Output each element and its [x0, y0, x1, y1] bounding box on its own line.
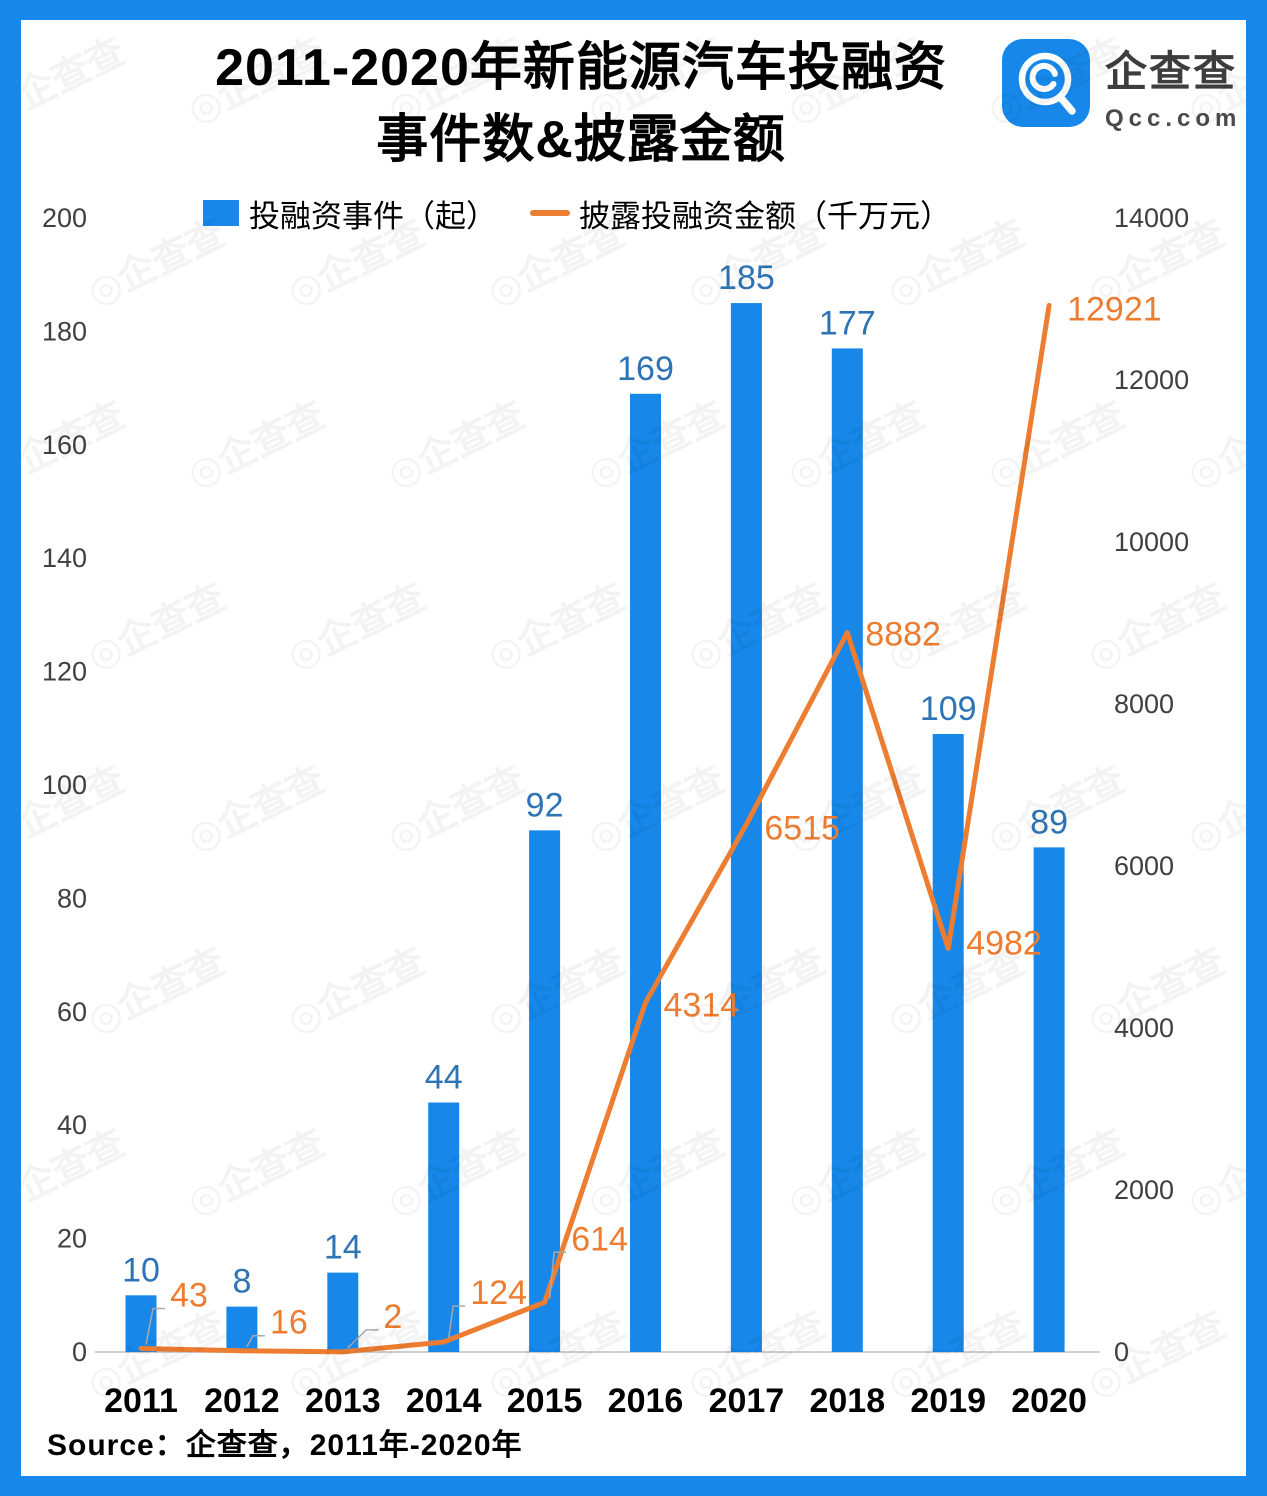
bar-value-label: 169	[617, 350, 674, 388]
line-value-label: 614	[571, 1220, 628, 1258]
x-axis-label: 2014	[406, 1382, 482, 1420]
bar-value-label: 10	[122, 1251, 160, 1289]
line-value-label: 6515	[764, 809, 840, 847]
label-leader-line	[145, 1307, 165, 1345]
amount-line	[138, 302, 1052, 1355]
legend-item-bars: 投融资事件（起）	[203, 196, 497, 234]
right-axis-tick: 14000	[1114, 203, 1189, 233]
label-leader-line	[447, 1305, 466, 1339]
qcc-logo-domain: Qcc.com	[1105, 105, 1242, 132]
bar-value-label: 44	[425, 1059, 463, 1097]
left-axis-tick: 140	[42, 543, 87, 573]
qcc-logo-name: 企查查	[1105, 48, 1238, 95]
x-axis-label: 2020	[1011, 1382, 1087, 1420]
line-value-label: 12921	[1067, 290, 1162, 328]
line-value-label: 4982	[966, 924, 1042, 962]
label-leader-line	[548, 1251, 567, 1299]
line-series-swatch-icon	[530, 210, 570, 216]
x-axis-label: 2012	[204, 1382, 280, 1420]
right-axis-tick: 6000	[1114, 851, 1174, 881]
right-axis-tick: 4000	[1114, 1013, 1174, 1043]
x-axis-label: 2019	[910, 1382, 986, 1420]
x-axis-label: 2011	[104, 1382, 178, 1420]
label-leader-line	[347, 1329, 379, 1349]
combo-chart: 0204060801001201401601802000200040006000…	[42, 203, 1189, 1420]
line-value-label: 4314	[664, 987, 740, 1025]
chart-title-line2: 事件数&披露金额	[376, 111, 786, 169]
right-axis-tick: 0	[1114, 1337, 1129, 1367]
bar-series-swatch-icon	[203, 200, 239, 226]
bar-value-label: 14	[324, 1229, 362, 1267]
bar-value-label: 185	[718, 259, 775, 297]
chart-card: 2011-2020年新能源汽车投融资 事件数&披露金额 企查查 Qcc.com	[21, 20, 1246, 1476]
bar-value-label: 8	[232, 1263, 251, 1301]
line-value-label: 43	[170, 1277, 208, 1315]
x-axis-label: 2015	[507, 1382, 583, 1420]
left-axis-tick: 120	[42, 657, 87, 687]
left-axis-tick: 40	[57, 1110, 87, 1140]
x-axis-label: 2017	[709, 1382, 785, 1420]
bar-2014	[428, 1102, 460, 1352]
left-axis-tick: 0	[72, 1337, 87, 1367]
qcc-logo-icon	[1001, 38, 1091, 133]
x-axis-label: 2018	[809, 1382, 885, 1420]
right-axis-tick: 12000	[1114, 365, 1189, 395]
bar-value-label: 109	[920, 690, 977, 728]
bar-value-label: 92	[526, 786, 564, 824]
qcc-logo: 企查查 Qcc.com	[1001, 38, 1241, 133]
chart-title-line1: 2011-2020年新能源汽车投融资	[215, 39, 947, 97]
line-value-label: 8882	[865, 616, 941, 654]
legend-bar-label: 投融资事件（起）	[249, 198, 497, 234]
left-axis-tick: 20	[57, 1224, 87, 1254]
left-axis-tick: 60	[57, 997, 87, 1027]
right-axis-tick: 2000	[1114, 1175, 1174, 1205]
line-value-label: 16	[270, 1304, 308, 1342]
right-axis-tick: 10000	[1114, 527, 1189, 557]
bar-2012	[226, 1306, 258, 1352]
left-axis-tick: 80	[57, 883, 87, 913]
right-axis-tick: 8000	[1114, 689, 1174, 719]
chart-title: 2011-2020年新能源汽车投融资 事件数&披露金额	[81, 32, 1081, 176]
line-value-label: 124	[470, 1274, 527, 1312]
bar-2016	[630, 393, 661, 1352]
left-axis-tick: 100	[42, 770, 87, 800]
bar-value-label: 89	[1030, 803, 1068, 841]
x-axis-label: 2016	[608, 1382, 684, 1420]
bar-2019	[932, 733, 964, 1352]
legend-item-line: 披露投融资金额（千万元）	[530, 196, 951, 234]
left-axis-tick: 200	[42, 203, 87, 233]
legend-line-label: 披露投融资金额（千万元）	[579, 198, 951, 234]
bar-2020	[1033, 847, 1065, 1352]
bar-2018	[831, 348, 863, 1352]
left-axis-tick: 160	[42, 430, 87, 460]
source-note: Source：企查查，2011年-2020年	[47, 1429, 523, 1462]
bar-2013	[327, 1272, 359, 1352]
label-leader-line	[246, 1334, 265, 1348]
bar-2011	[125, 1295, 157, 1352]
left-axis-tick: 180	[42, 316, 87, 346]
bar-value-label: 177	[819, 304, 876, 342]
line-value-label: 2	[383, 1298, 402, 1336]
x-axis-label: 2013	[305, 1382, 381, 1420]
